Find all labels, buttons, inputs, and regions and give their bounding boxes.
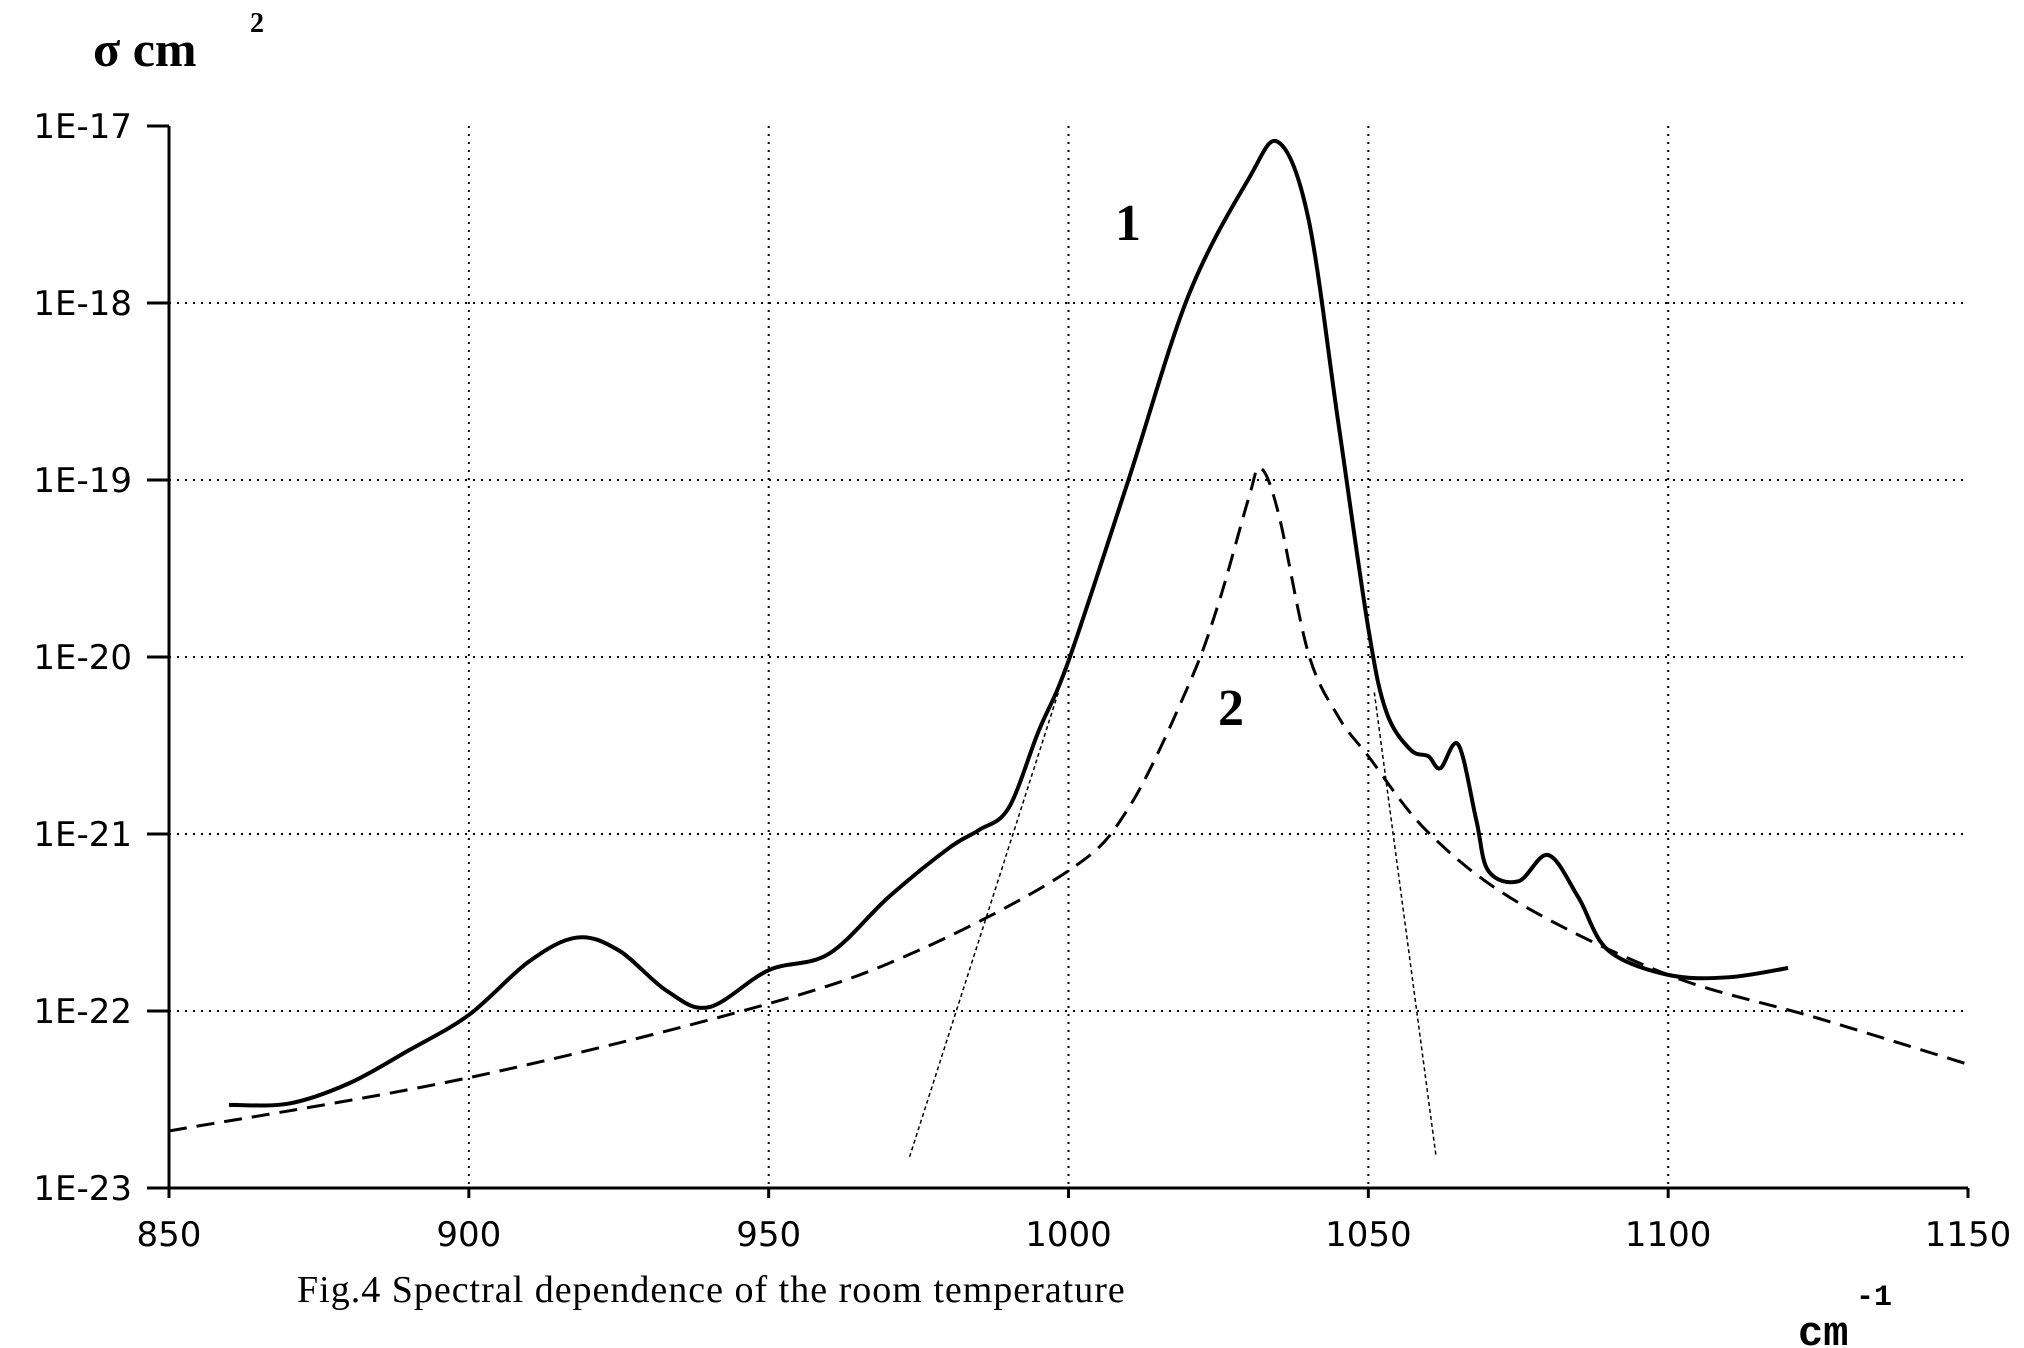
x-tick-label: 1150 xyxy=(1925,1215,2012,1255)
series-line xyxy=(228,138,1789,1108)
y-axis-label-sup: 2 xyxy=(250,8,264,39)
annotation: 1 xyxy=(1115,195,1141,252)
y-tick-label: 1E-19 xyxy=(33,461,132,501)
y-tick-label: 1E-23 xyxy=(33,1169,132,1209)
chart-title: Fig.4 Spectral dependence of the room te… xyxy=(297,1269,1126,1311)
x-tick-label: 850 xyxy=(137,1215,202,1255)
x-axis-label-sup: -1 xyxy=(1856,1281,1892,1315)
y-tick-label: 1E-21 xyxy=(33,815,132,855)
x-axis-label: cm xyxy=(1798,1310,1848,1348)
y-tick-label: 1E-18 xyxy=(33,284,132,324)
y-tick-label: 1E-20 xyxy=(33,638,132,678)
annotation: 2 xyxy=(1218,680,1244,737)
x-tick-label: 1000 xyxy=(1025,1215,1112,1255)
y-axis-label: σ cm xyxy=(93,21,197,77)
series-line xyxy=(908,692,1060,1158)
x-tick-label: 900 xyxy=(436,1215,501,1255)
x-tick-label: 1050 xyxy=(1325,1215,1412,1255)
x-tick-label: 1100 xyxy=(1625,1215,1712,1255)
series-line xyxy=(168,466,1969,1133)
x-tick-label: 950 xyxy=(736,1215,801,1255)
y-tick-label: 1E-22 xyxy=(33,992,132,1032)
y-tick-label: 1E-17 xyxy=(33,107,132,147)
series-line xyxy=(1373,692,1437,1157)
